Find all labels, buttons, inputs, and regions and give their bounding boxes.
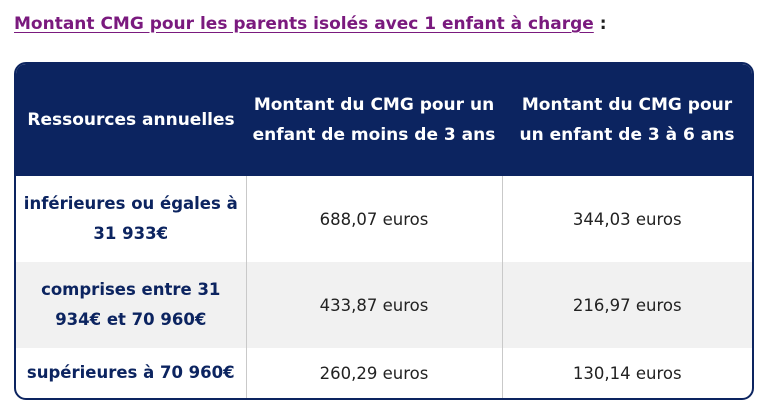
table-row: supérieures à 70 960€ 260,29 euros 130,1…: [16, 348, 752, 398]
header-annual-resources: Ressources annuelles: [16, 64, 246, 176]
header-amount-3-to-6: Montant du CMG pour un enfant de 3 à 6 a…: [502, 64, 752, 176]
section-heading: Montant CMG pour les parents isolés avec…: [14, 14, 607, 34]
table-row: comprises entre 31 934€ et 70 960€ 433,8…: [16, 262, 752, 348]
heading-link[interactable]: Montant CMG pour les parents isolés avec…: [14, 14, 594, 34]
cell-amount-under-3: 433,87 euros: [246, 262, 503, 348]
table-header-row: Ressources annuelles Montant du CMG pour…: [16, 64, 752, 176]
header-amount-under-3: Montant du CMG pour un enfant de moins d…: [246, 64, 502, 176]
table-row: inférieures ou égales à 31 933€ 688,07 e…: [16, 176, 752, 262]
cell-amount-under-3: 260,29 euros: [246, 348, 503, 398]
cell-amount-3-to-6: 344,03 euros: [572, 209, 682, 229]
row-label: comprises entre 31 934€ et 70 960€: [16, 262, 247, 348]
cmg-table-container: Ressources annuelles Montant du CMG pour…: [14, 62, 754, 400]
cmg-amount-table: Ressources annuelles Montant du CMG pour…: [16, 64, 752, 398]
cell-amount-under-3: 688,07 euros: [246, 176, 503, 262]
row-label: supérieures à 70 960€: [16, 348, 247, 398]
cell-amount-3-to-6: 216,97 euros: [502, 262, 752, 348]
heading-suffix: :: [593, 14, 607, 34]
row-label: inférieures ou égales à 31 933€: [16, 176, 247, 262]
cell-amount-3-to-6: 130,14 euros: [572, 363, 682, 383]
